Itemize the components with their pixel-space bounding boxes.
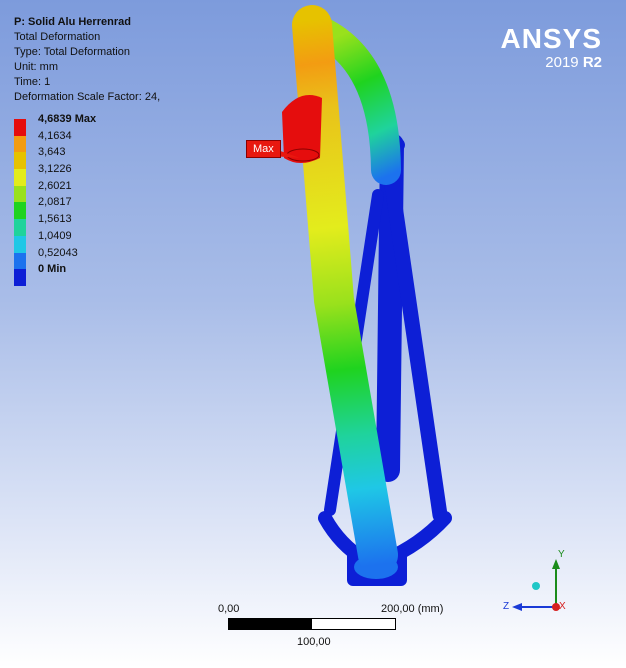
brand-version: 2019 R2 xyxy=(501,54,602,71)
result-line: Total Deformation xyxy=(14,31,101,43)
axis-x-label: X xyxy=(559,601,566,612)
scale-middle-label: 100,00 xyxy=(297,636,331,648)
legend-swatch xyxy=(14,202,26,220)
result-title: P: Solid Alu Herrenrad xyxy=(14,16,131,28)
legend-swatch xyxy=(14,252,26,270)
result-line: Deformation Scale Factor: 24, xyxy=(14,91,161,103)
legend-value: 0 Min xyxy=(38,263,67,276)
legend-swatch xyxy=(14,152,26,170)
legend-value: 3,643 xyxy=(38,146,66,159)
scale-right-label: 200,00 (mm) xyxy=(381,603,444,615)
axis-y-label: Y xyxy=(558,549,565,560)
legend-swatch xyxy=(14,135,26,153)
legend-value: 1,0409 xyxy=(38,229,72,242)
version-year: 2019 xyxy=(545,54,579,71)
legend-value: 0,52043 xyxy=(38,246,78,259)
version-release: R2 xyxy=(582,54,602,71)
ansys-logo: ANSYS 2019 R2 xyxy=(500,23,602,72)
legend-value: 3,1226 xyxy=(38,163,72,176)
scale-left-label: 0,00 xyxy=(218,603,240,615)
result-line: Unit: mm xyxy=(14,61,58,73)
legend-value: 2,0817 xyxy=(38,196,72,209)
axis-triad[interactable]: Y Z X xyxy=(500,545,580,620)
result-line: Time: 1 xyxy=(14,76,51,88)
legend-value: 4,1634 xyxy=(38,129,72,142)
axis-z-label: Z xyxy=(503,601,509,612)
legend-swatch xyxy=(14,269,26,286)
legend-swatch xyxy=(14,169,26,186)
legend-value: 2,6021 xyxy=(38,179,72,192)
legend-swatch xyxy=(14,219,26,236)
max-hotspot xyxy=(282,95,322,163)
legend-value: 4,6839 Max xyxy=(38,113,97,125)
max-probe-label[interactable]: Max xyxy=(246,140,281,158)
legend-swatch xyxy=(14,119,26,136)
brand-name: ANSYS xyxy=(500,23,602,54)
result-info: P: Solid Alu Herrenrad Total Deformation… xyxy=(14,15,160,105)
scale-bar xyxy=(228,618,396,630)
legend-swatch xyxy=(14,235,26,253)
legend-swatch xyxy=(14,185,26,203)
legend-value: 1,5613 xyxy=(38,213,72,226)
result-line: Type: Total Deformation xyxy=(14,46,130,58)
